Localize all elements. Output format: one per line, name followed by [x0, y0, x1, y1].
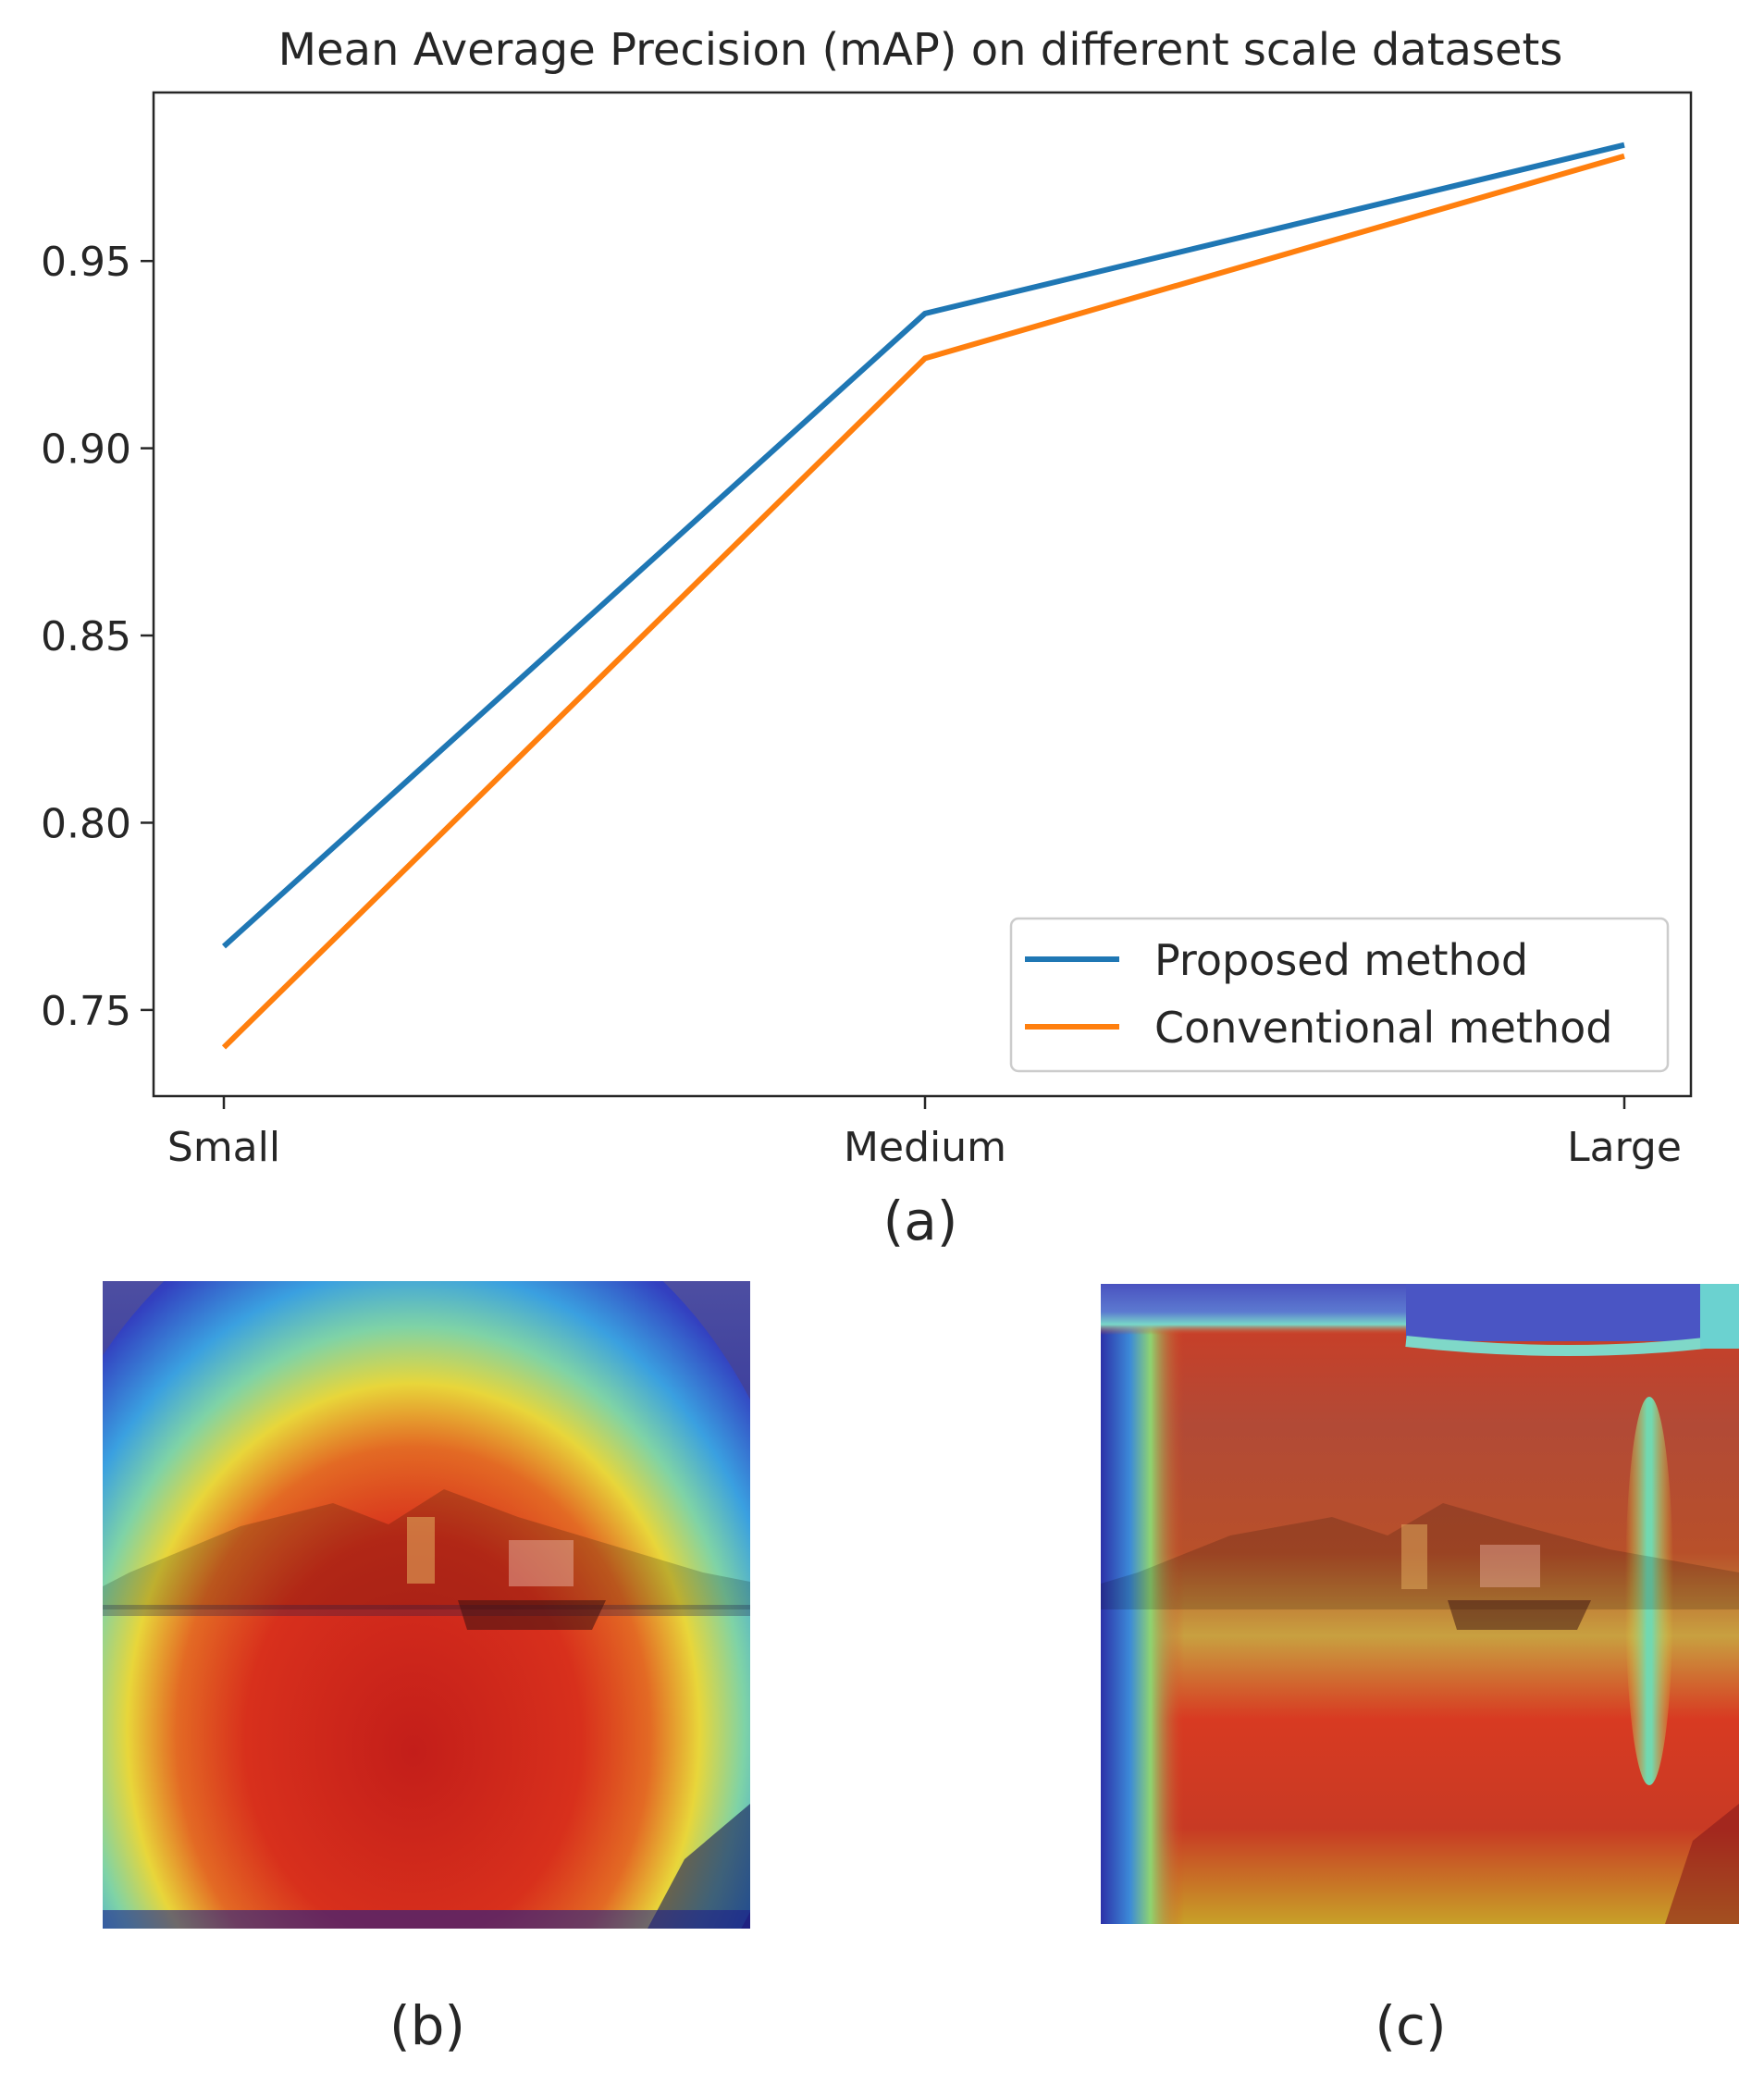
legend-label-conventional: Conventional method: [1154, 1003, 1612, 1053]
heatmap-image-b: [103, 1281, 750, 1929]
caption-c: (c): [1375, 1994, 1446, 2057]
y-axis-ticks: 0.75 0.80 0.85 0.90 0.95: [41, 239, 154, 1035]
y-tick-label: 0.95: [41, 239, 131, 286]
caption-a: (a): [883, 1190, 958, 1252]
y-tick-label: 0.90: [41, 426, 131, 474]
x-tick-label: Large: [1567, 1124, 1682, 1171]
y-tick-label: 0.80: [41, 800, 131, 847]
legend: Proposed method Conventional method: [1009, 917, 1670, 1073]
chart-title: Mean Average Precision (mAP) on differen…: [278, 24, 1563, 76]
x-axis-ticks: Small Medium Large: [167, 1096, 1682, 1171]
caption-b: (b): [389, 1994, 465, 2057]
series-lines: [221, 142, 1625, 1050]
legend-label-proposed: Proposed method: [1154, 935, 1528, 985]
line-chart-panel: Mean Average Precision (mAP) on differen…: [41, 24, 1693, 1252]
legend-box: [1009, 917, 1670, 1073]
y-tick-label: 0.85: [41, 613, 131, 660]
y-tick-label: 0.75: [41, 988, 131, 1035]
x-tick-label: Small: [167, 1124, 280, 1171]
x-tick-label: Medium: [844, 1124, 1006, 1171]
heatmap-image-c: [1101, 1284, 1739, 1924]
